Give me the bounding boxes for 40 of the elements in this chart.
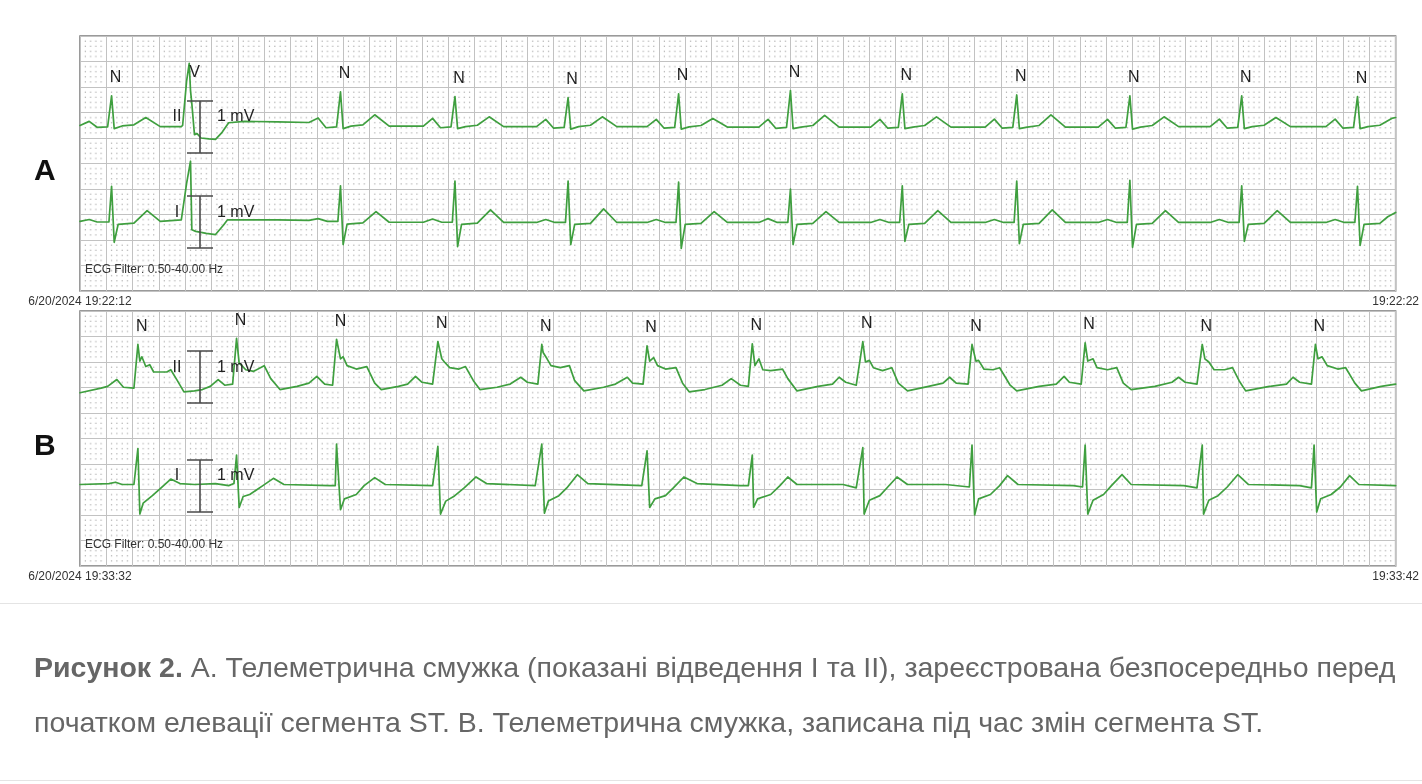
series-label: I xyxy=(174,466,180,484)
text: Рисунок 2. xyxy=(34,651,183,683)
annotation: N xyxy=(788,63,801,81)
text: A xyxy=(34,152,56,186)
annotation: N xyxy=(1014,67,1027,85)
annotation: N xyxy=(1128,68,1140,86)
text: початком елевації сегмента ST. B. Телеметрична смужка, записана під час змін сегмента ST. xyxy=(34,706,1264,738)
annotation: N xyxy=(436,314,448,332)
annotation: N xyxy=(750,316,763,334)
annotation: N xyxy=(1355,69,1368,87)
x-tick-label: 6/20/2024 19:22:12 xyxy=(28,294,133,308)
annotation: N xyxy=(540,316,552,334)
annotation: N xyxy=(338,64,351,82)
x-tick-label: 19:33:42 xyxy=(1372,569,1420,583)
annotation: N xyxy=(566,70,578,88)
annotation: N xyxy=(136,316,148,334)
annotation: N xyxy=(900,66,913,84)
text: A. Телеметрична смужка (показані відведення I та II), зареєстрована безпосередньо перед xyxy=(190,651,1396,683)
x-tick-label: 19:22:22 xyxy=(1372,294,1420,308)
annotation: N xyxy=(109,68,122,86)
annotation: N xyxy=(676,66,689,84)
annotation: N xyxy=(1313,316,1326,334)
annotation: N xyxy=(1239,68,1252,86)
annotation: N xyxy=(1083,315,1095,333)
annotation: N xyxy=(970,316,982,334)
annotation: 1 mV xyxy=(217,107,255,125)
x-tick-label: 6/20/2024 19:33:32 xyxy=(28,569,133,583)
annotation: N xyxy=(861,314,873,332)
annotation: N xyxy=(1200,316,1213,334)
series-label: II xyxy=(172,357,182,375)
annotation: ECG Filter: 0.50-40.00 Hz xyxy=(85,537,224,551)
text: B xyxy=(34,427,56,461)
series-label: II xyxy=(172,107,182,125)
annotation: N xyxy=(453,69,465,87)
annotation: N xyxy=(645,318,657,336)
annotation: 1 mV xyxy=(217,202,255,220)
annotation: ECG Filter: 0.50-40.00 Hz xyxy=(85,262,224,276)
annotation: N xyxy=(234,310,247,328)
series-label: I xyxy=(174,202,180,220)
annotation: N xyxy=(334,311,347,329)
